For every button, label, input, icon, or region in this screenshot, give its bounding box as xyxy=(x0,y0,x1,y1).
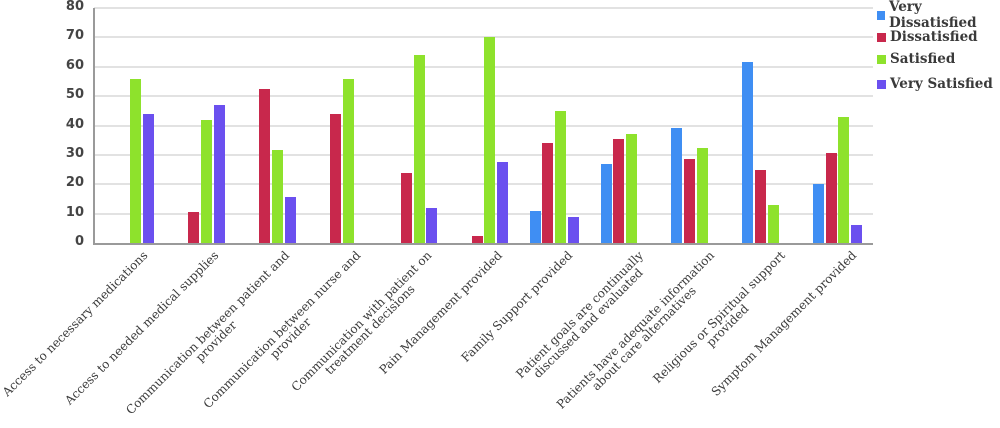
y-tick-label: 20 xyxy=(65,175,84,191)
y-tick-label: 30 xyxy=(65,145,84,161)
bar-dissatisfied xyxy=(542,143,554,243)
bar-satisfied xyxy=(555,110,567,243)
legend-item-dissatisfied: Dissatisfied xyxy=(877,26,1000,48)
bar-dissatisfied xyxy=(684,159,696,243)
legend-swatch-satisfied xyxy=(877,54,886,64)
bar-dissatisfied xyxy=(471,235,483,243)
bar-satisfied xyxy=(484,37,496,243)
bar-very-dissatisfied xyxy=(813,184,825,243)
y-tick-label: 0 xyxy=(74,234,84,249)
bar-dissatisfied xyxy=(330,113,341,243)
bar-very-satisfied xyxy=(426,207,438,243)
gridline xyxy=(94,153,873,156)
gridline xyxy=(94,65,873,68)
x-tick-label: Access to needed medical supplies xyxy=(62,248,222,408)
bar-very-dissatisfied xyxy=(671,128,683,243)
y-tick-label: 80 xyxy=(65,0,84,14)
bar-satisfied xyxy=(271,150,283,243)
gridline xyxy=(94,124,873,127)
bar-very-satisfied xyxy=(567,216,579,243)
y-axis xyxy=(93,8,95,244)
bar-satisfied xyxy=(201,119,213,243)
gridline xyxy=(94,95,873,98)
x-tick-label: Access to necessary medications xyxy=(0,248,151,400)
legend-swatch-very-dissatisfied xyxy=(877,10,885,20)
legend-label: Dissatisfied xyxy=(890,29,978,45)
gridline xyxy=(94,212,873,215)
legend-item-very-satisfied: Very Satisfied xyxy=(877,73,1000,95)
bar-satisfied xyxy=(767,204,779,243)
bar-dissatisfied xyxy=(754,169,766,243)
legend: Very Dissatisfied Dissatisfied Satisfied… xyxy=(877,0,1000,95)
bar-dissatisfied xyxy=(259,88,271,243)
bar-dissatisfied xyxy=(825,153,837,243)
bar-satisfied xyxy=(342,78,354,243)
bar-satisfied xyxy=(413,55,425,243)
gridline xyxy=(94,183,873,186)
bar-satisfied xyxy=(130,78,142,243)
bar-satisfied xyxy=(696,147,708,243)
x-tick-label: Religious or Spiritual support provided xyxy=(649,248,788,387)
legend-item-satisfied: Satisfied xyxy=(877,48,1000,70)
bar-very-dissatisfied xyxy=(529,210,541,243)
bar-very-satisfied xyxy=(851,225,863,243)
gridline xyxy=(94,7,873,9)
bar-dissatisfied xyxy=(188,212,200,243)
bar-very-satisfied xyxy=(142,113,154,243)
legend-swatch-very-satisfied xyxy=(877,79,886,89)
legend-label: Very Dissatisfied xyxy=(888,0,977,31)
bar-satisfied xyxy=(625,134,637,243)
bar-very-dissatisfied xyxy=(600,163,612,243)
y-tick-label: 70 xyxy=(65,28,84,44)
legend-label: Very Satisfied xyxy=(890,76,993,92)
bar-dissatisfied xyxy=(400,172,412,243)
y-tick-label: 50 xyxy=(65,87,84,103)
bar-very-satisfied xyxy=(213,104,225,243)
bar-dissatisfied xyxy=(613,138,625,243)
x-axis xyxy=(93,243,873,245)
bar-very-dissatisfied xyxy=(742,62,754,243)
bar-very-satisfied xyxy=(284,197,296,243)
bar-satisfied xyxy=(838,116,850,243)
legend-swatch-dissatisfied xyxy=(877,32,886,42)
legend-item-very-dissatisfied: Very Dissatisfied xyxy=(877,0,1000,31)
bar-very-satisfied xyxy=(497,162,509,243)
legend-label: Satisfied xyxy=(890,51,956,67)
y-tick-label: 40 xyxy=(65,116,84,132)
y-tick-label: 60 xyxy=(65,57,84,73)
y-tick-label: 10 xyxy=(65,204,84,220)
gridline xyxy=(94,36,873,39)
x-tick-label: Patient goals are continually discussed a… xyxy=(513,248,647,382)
